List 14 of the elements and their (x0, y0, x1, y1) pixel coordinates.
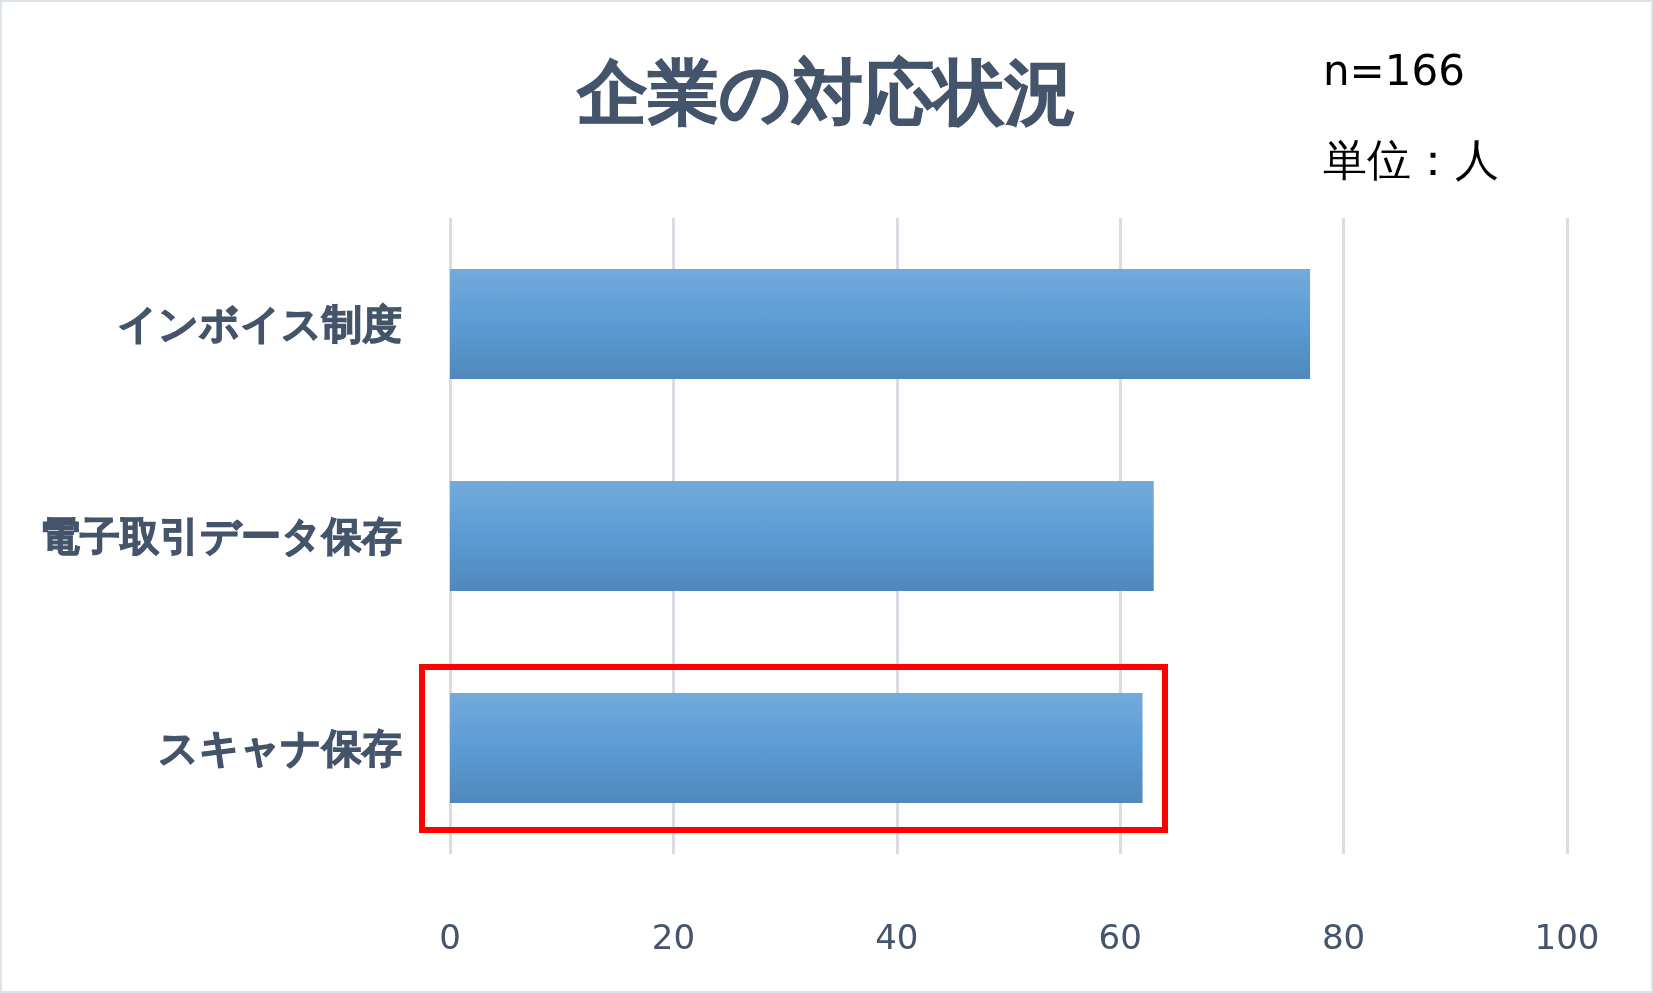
x-tick-label: 60 (1098, 917, 1142, 957)
x-tick-label: 40 (875, 917, 919, 957)
text: 単位：人 (1323, 133, 1499, 185)
y-tick-label: 電子取引データ保存 (40, 513, 402, 559)
bar (450, 480, 1154, 592)
y-tick-label: スキャナ保存 (158, 725, 402, 771)
chart-subtitle: n=166 (1323, 45, 1465, 95)
x-tick-label: 80 (1321, 917, 1366, 957)
x-tick-label: 20 (651, 917, 696, 957)
chart-title: 企業の対応状況 (575, 51, 1076, 134)
x-tick-label: 0 (439, 917, 461, 957)
bar (450, 268, 1311, 380)
x-tick-label: 100 (1534, 917, 1600, 957)
y-tick-label: インボイス制度 (117, 301, 402, 347)
